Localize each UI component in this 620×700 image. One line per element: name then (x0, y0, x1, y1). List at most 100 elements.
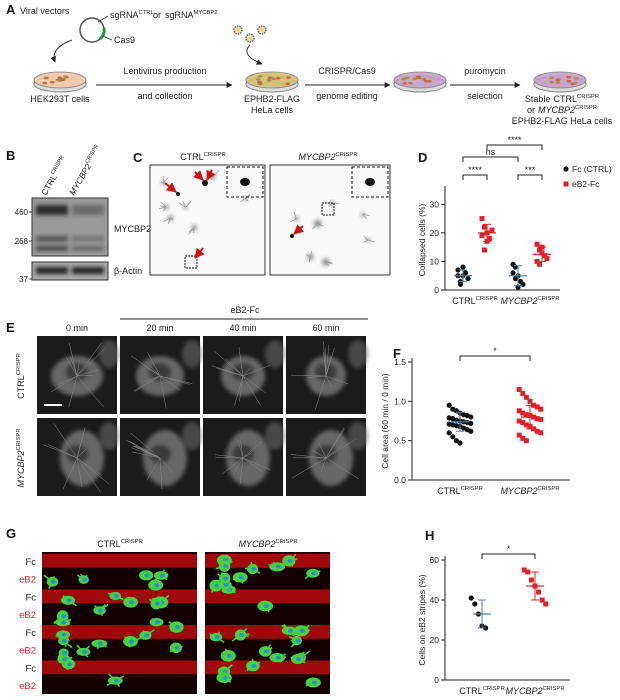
filopodium (239, 457, 244, 484)
data-point (457, 440, 463, 446)
cell-process (182, 200, 186, 208)
cell-process (317, 223, 324, 227)
nucleus (149, 363, 171, 381)
text-part: CRISPR (461, 486, 483, 492)
cell (42, 81, 48, 85)
data-point (516, 432, 522, 438)
cell-process (362, 214, 367, 219)
filopodium (144, 375, 161, 383)
cell (176, 192, 180, 196)
data-point (468, 428, 474, 434)
text-part: CRISPR (204, 152, 226, 158)
label: and collection (137, 91, 192, 101)
filopodium (242, 440, 263, 459)
label: 20 min (146, 323, 173, 333)
text-part: CRISPR (50, 155, 66, 176)
label: 460 (15, 208, 29, 217)
cell (424, 79, 430, 83)
band (36, 246, 68, 251)
panel-letter: E (6, 320, 15, 335)
cell-process (185, 201, 192, 208)
filopodium (221, 457, 244, 475)
data-point (521, 567, 527, 573)
cell-process (163, 182, 165, 188)
filopodium (70, 356, 78, 377)
text-part: CRISPR (275, 539, 297, 545)
filopodium (69, 343, 78, 377)
cell-process (295, 218, 297, 220)
nucleus (232, 445, 254, 463)
panel-letter: F (393, 346, 401, 361)
nucleus (238, 575, 244, 580)
neighbor-cell (265, 340, 285, 368)
filopodium (76, 457, 83, 487)
filopodium (48, 444, 78, 459)
significance-label: **** (468, 165, 483, 175)
label: HeLa cells (251, 105, 294, 115)
nucleus (82, 577, 88, 582)
text-part: CTRL (553, 94, 577, 104)
stripe (205, 589, 330, 604)
nucleus (287, 558, 293, 563)
label: 268 (15, 237, 29, 246)
text-part: or (527, 105, 535, 115)
filopodium (76, 342, 102, 377)
cell-process (310, 250, 312, 257)
filopodium (132, 445, 161, 459)
x-tick-label: MYCBP2CRISPR (500, 486, 559, 496)
filopodium (128, 440, 161, 459)
label: or (153, 10, 161, 20)
data-point (465, 275, 471, 282)
data-point (538, 406, 544, 412)
nucleus (61, 638, 67, 643)
x-tick-label: MYCBP2CRISPR (500, 296, 559, 306)
data-point (525, 569, 531, 575)
filopodium (213, 350, 244, 377)
arrow (193, 170, 204, 181)
cell-process (325, 261, 333, 265)
nucleus (149, 445, 171, 463)
label: sgRNAMYCBP2 (165, 10, 218, 20)
filopodium (146, 457, 161, 481)
data-point (489, 227, 495, 233)
cell-process (362, 214, 370, 216)
label: EPHB2-FLAG (244, 94, 300, 104)
cell-process (160, 202, 167, 208)
stripe-label: eB2 (19, 575, 36, 586)
cell-process (305, 254, 311, 258)
x-tick-label: CTRLCRISPR (452, 296, 498, 306)
legend-label: Fc (CTRL) (572, 164, 612, 174)
data-point (523, 438, 529, 444)
label: CRISPR/Cas9 (318, 66, 376, 76)
nucleus (238, 633, 244, 638)
filopodium (159, 457, 173, 473)
filopodium (234, 375, 244, 406)
y-tick-label: 20 (430, 228, 440, 238)
filopodium (320, 457, 327, 473)
cell-process (167, 217, 171, 225)
data-point (527, 398, 533, 404)
data-point (523, 422, 529, 428)
data-point (538, 430, 544, 436)
cell (573, 77, 579, 80)
text-part: CRISPR (483, 686, 505, 692)
filopodium (76, 375, 94, 377)
significance-label: * (507, 544, 511, 554)
data-point (516, 408, 522, 414)
zoom-box (321, 202, 335, 216)
text-part: CRISPR (476, 296, 498, 302)
filopodium (50, 375, 78, 393)
label: CTRLCRISPR (39, 155, 69, 197)
cell-process (309, 256, 311, 263)
filopodium (76, 457, 102, 476)
filopodium (325, 344, 330, 377)
cell (549, 80, 555, 84)
nucleus (98, 608, 104, 613)
neighbor-cell (99, 340, 119, 368)
data-point (534, 404, 540, 410)
cell (63, 75, 69, 79)
nucleus (222, 675, 228, 680)
filopodium (211, 365, 244, 377)
cell-process (244, 198, 249, 202)
